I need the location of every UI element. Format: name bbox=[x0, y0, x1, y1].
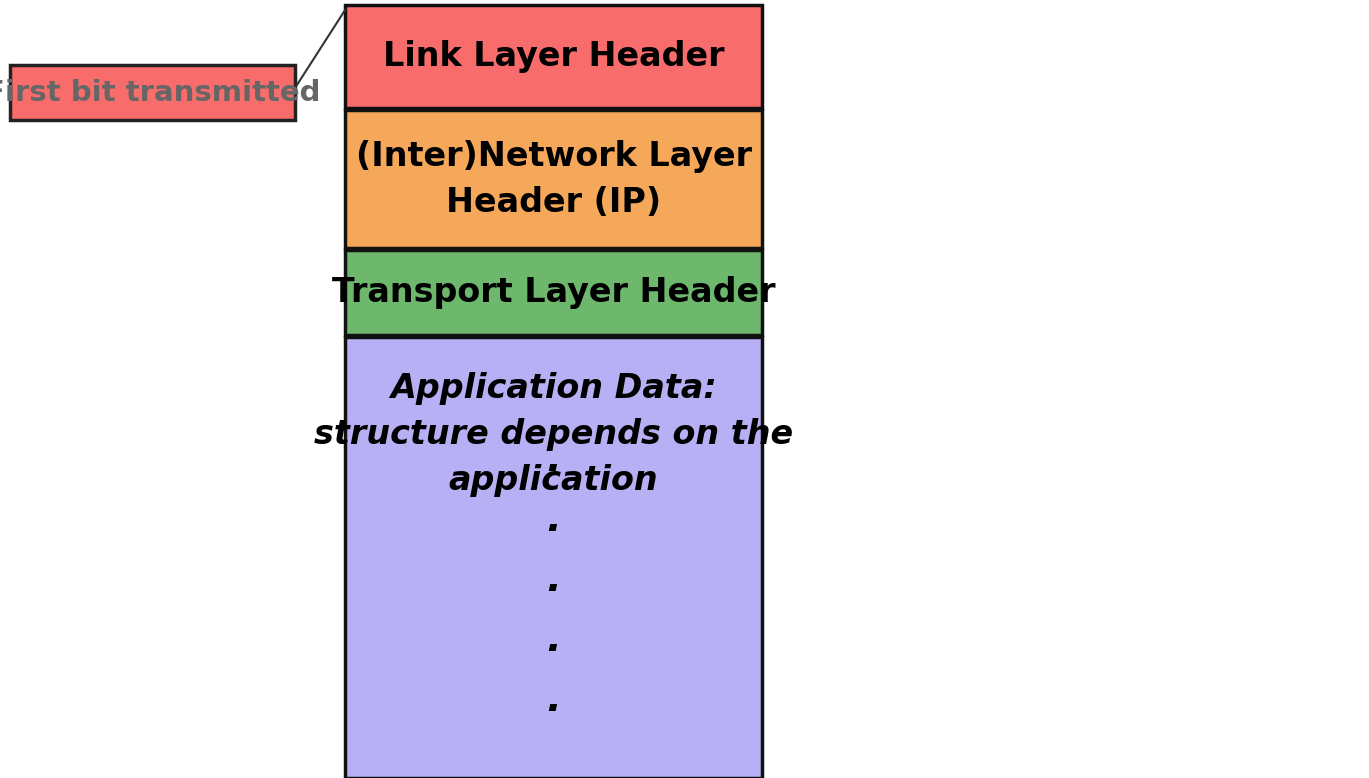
Text: .: . bbox=[546, 441, 561, 479]
Text: (Inter)Network Layer
Header (IP): (Inter)Network Layer Header (IP) bbox=[356, 139, 752, 219]
Bar bbox=[345, 337, 763, 778]
Text: Transport Layer Header: Transport Layer Header bbox=[331, 276, 775, 309]
Text: .: . bbox=[546, 621, 561, 659]
Text: .: . bbox=[546, 681, 561, 719]
Text: .: . bbox=[546, 501, 561, 539]
Text: First bit transmitted: First bit transmitted bbox=[0, 79, 320, 107]
Bar bbox=[345, 250, 763, 335]
Text: .: . bbox=[546, 561, 561, 599]
Bar bbox=[345, 5, 763, 108]
Bar bbox=[10, 65, 294, 120]
Bar bbox=[345, 110, 763, 248]
Text: Link Layer Header: Link Layer Header bbox=[383, 40, 724, 73]
Text: Application Data:
structure depends on the
application: Application Data: structure depends on t… bbox=[314, 372, 793, 496]
